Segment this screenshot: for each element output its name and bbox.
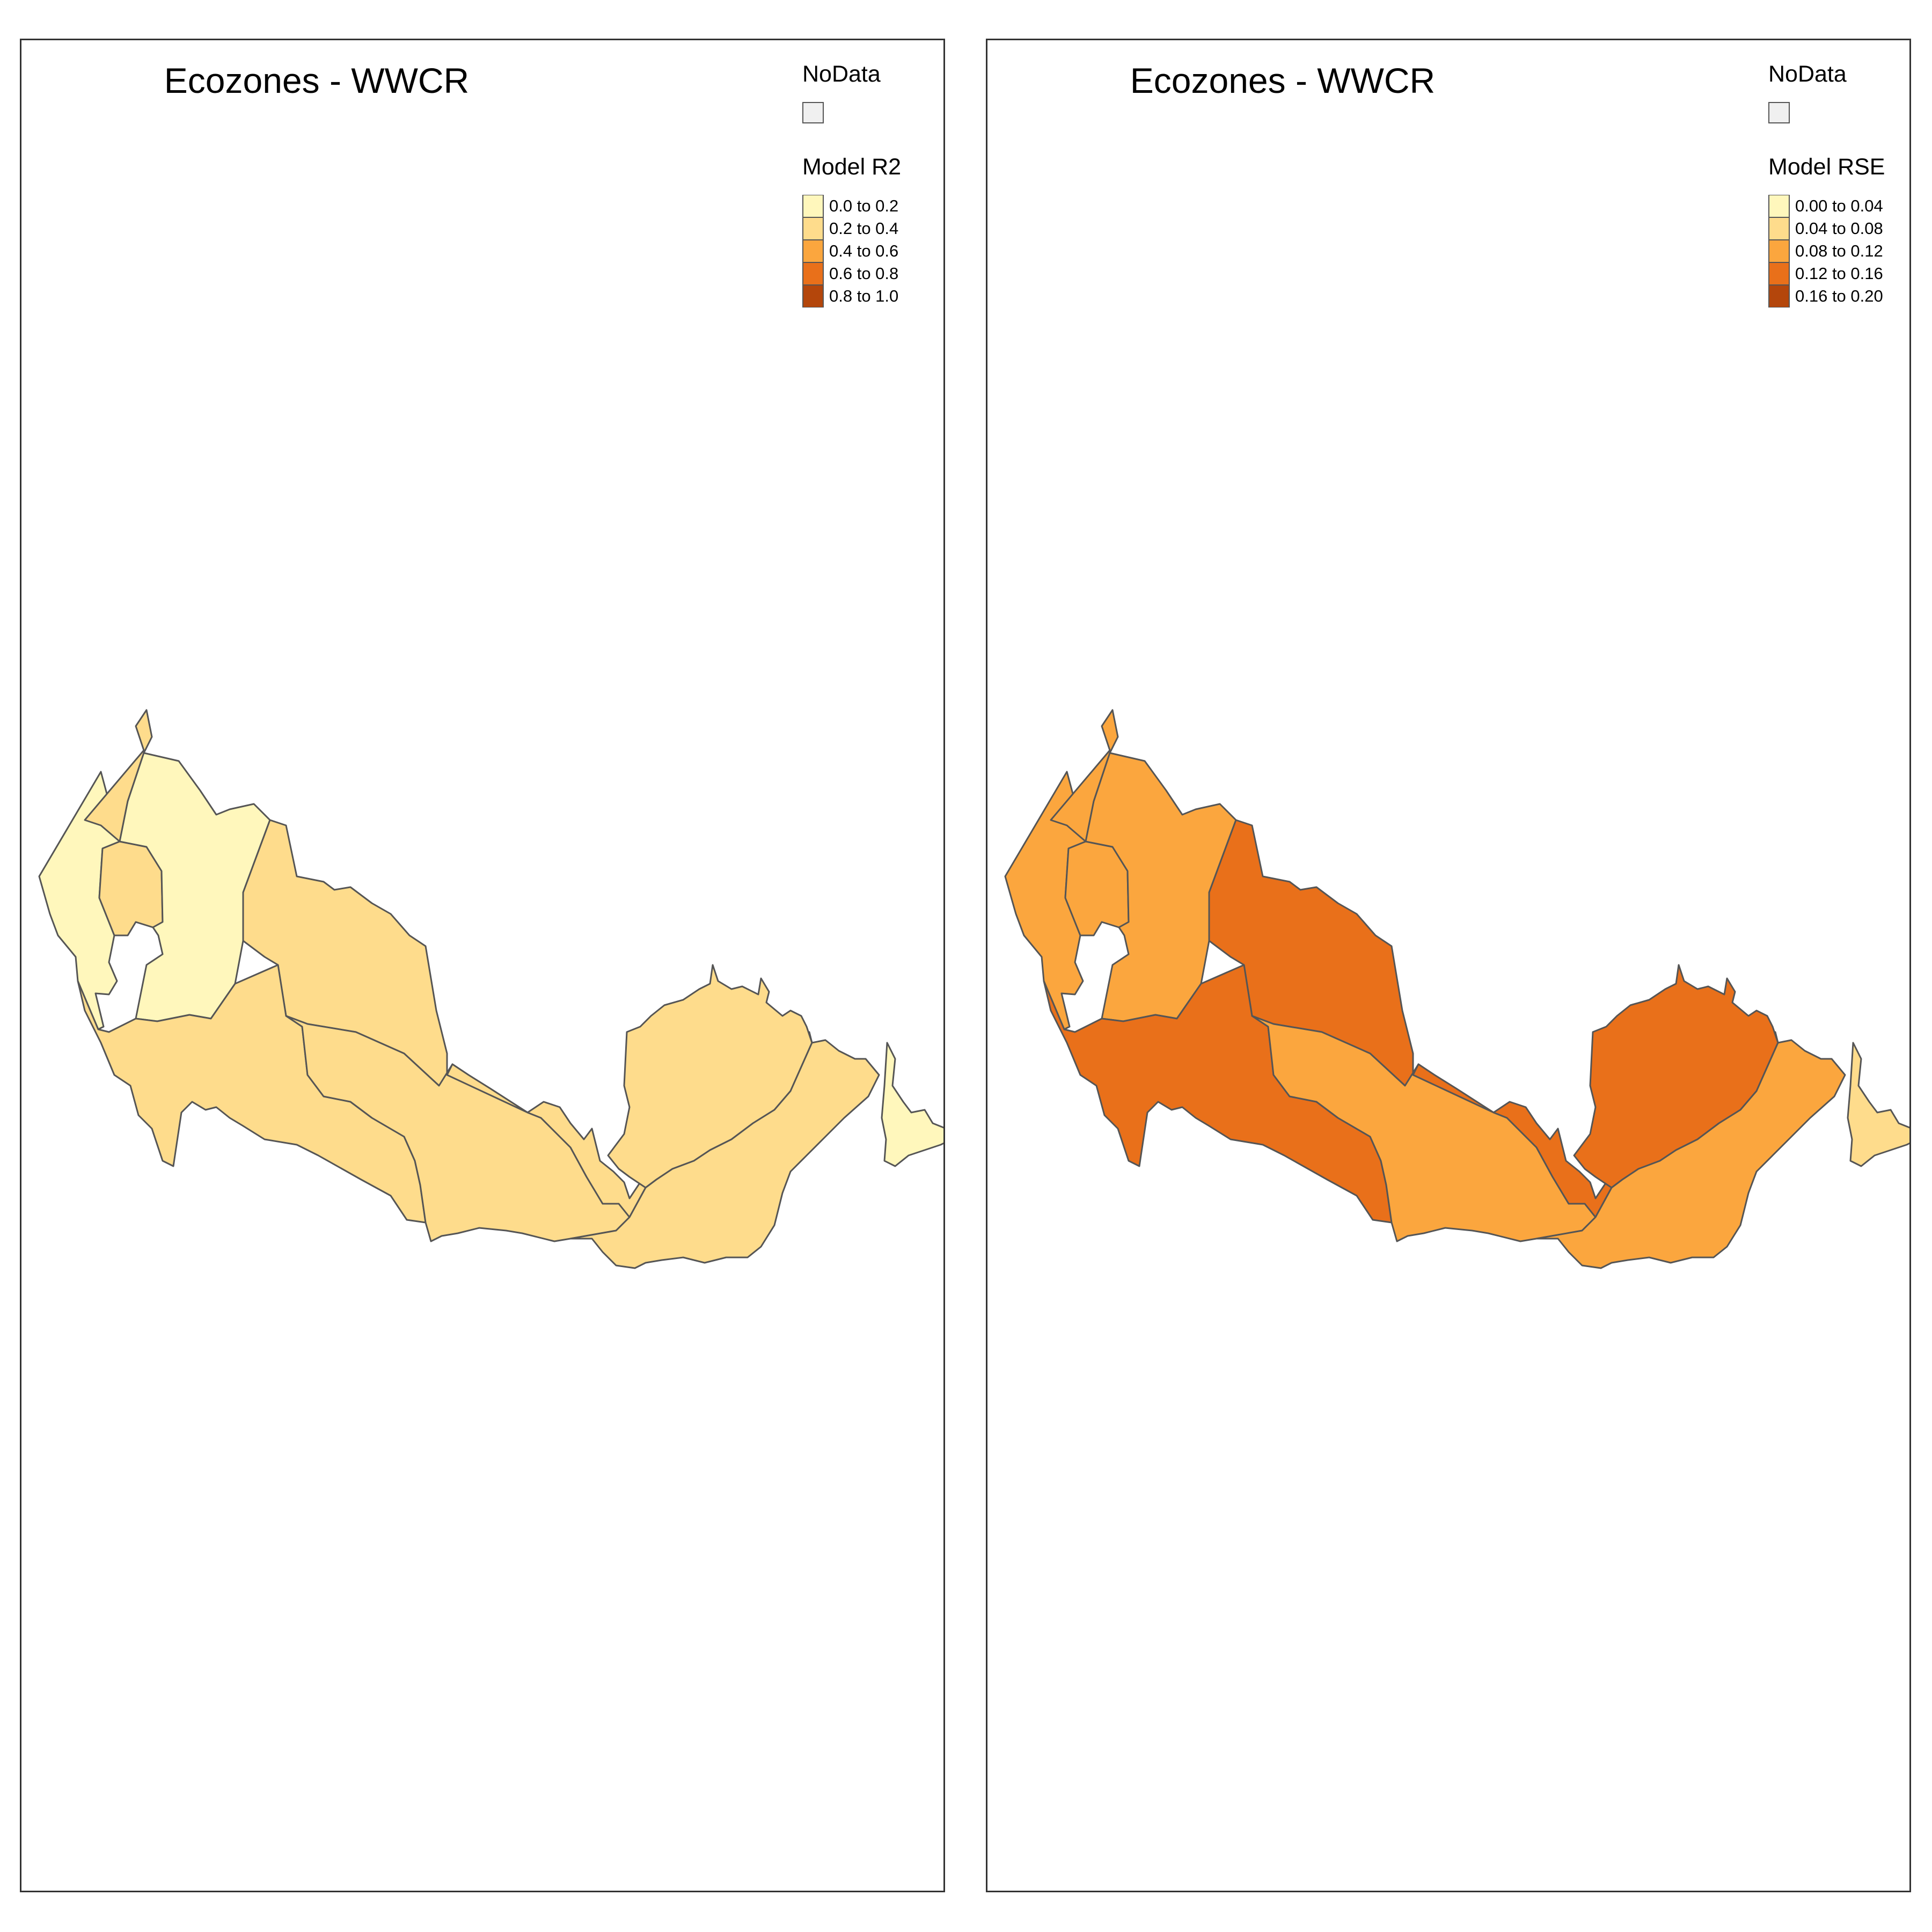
legend-class-label: 0.6 to 0.8 <box>829 264 899 283</box>
legend-swatch <box>802 195 824 217</box>
region-central-north <box>242 819 448 1087</box>
legend-classes: 0.0 to 0.2 0.2 to 0.4 0.4 to 0.6 0.6 to … <box>802 195 901 308</box>
legend-swatch <box>1768 217 1790 240</box>
legend-class: 0.2 to 0.4 <box>802 217 901 240</box>
ecozone-regions <box>38 709 943 1269</box>
map-title: Ecozones - WWCR <box>1130 61 1436 100</box>
legend-class: 0.4 to 0.6 <box>802 240 901 262</box>
legend-swatch <box>802 240 824 262</box>
legend-class: 0.16 to 0.20 <box>1768 285 1885 308</box>
ecozone-map <box>1004 709 1909 1269</box>
legend-class: 0.0 to 0.2 <box>802 195 901 217</box>
legend-class: 0.6 to 0.8 <box>802 262 901 285</box>
map-title: Ecozones - WWCR <box>164 61 470 100</box>
region-east <box>607 964 813 1189</box>
legend-nodata-label: NoData <box>1768 61 1847 87</box>
ecozone-map <box>38 709 943 1269</box>
legend-swatch <box>1768 195 1790 217</box>
legend-class: 0.12 to 0.16 <box>1768 262 1885 285</box>
legend-swatch <box>802 262 824 285</box>
legend-class-label: 0.2 to 0.4 <box>829 219 899 238</box>
legend-class-label: 0.04 to 0.08 <box>1795 219 1883 238</box>
legend-classes: 0.00 to 0.04 0.04 to 0.08 0.08 to 0.12 0… <box>1768 195 1885 308</box>
legend-class-label: 0.00 to 0.04 <box>1795 196 1883 215</box>
region-northwest-strip <box>1050 709 1119 843</box>
region-central-north <box>1208 819 1414 1087</box>
legend-class-label: 0.08 to 0.12 <box>1795 241 1883 260</box>
legend-variable-label: Model R2 <box>802 154 902 180</box>
legend-class: 0.00 to 0.04 <box>1768 195 1885 217</box>
ecozone-regions <box>1004 709 1909 1269</box>
map-panel-rse: Ecozones - WWCR NoData Model RSE 0.00 to… <box>986 39 1911 1892</box>
legend-nodata-swatch <box>802 102 824 123</box>
legend-swatch <box>802 285 824 308</box>
legend-nodata-label: NoData <box>802 61 881 87</box>
legend-class: 0.04 to 0.08 <box>1768 217 1885 240</box>
region-east <box>1573 964 1779 1189</box>
legend-nodata-swatch <box>1768 102 1790 123</box>
legend-swatch <box>802 217 824 240</box>
legend-class-label: 0.8 to 1.0 <box>829 287 899 305</box>
legend: NoData Model R2 0.0 to 0.2 0.2 to 0.4 0.… <box>802 63 901 308</box>
legend-variable-label: Model RSE <box>1768 154 1885 180</box>
region-newfoundland <box>881 1042 943 1167</box>
legend-class-label: 0.0 to 0.2 <box>829 196 899 215</box>
region-southwest <box>77 964 427 1224</box>
legend-class: 0.08 to 0.12 <box>1768 240 1885 262</box>
legend-class-label: 0.4 to 0.6 <box>829 241 899 260</box>
legend-swatch <box>1768 285 1790 308</box>
legend-swatch <box>1768 240 1790 262</box>
region-northwest-strip <box>84 709 153 843</box>
region-southeast <box>1535 1039 1846 1269</box>
legend: NoData Model RSE 0.00 to 0.04 0.04 to 0.… <box>1768 63 1885 308</box>
region-southwest <box>1043 964 1393 1224</box>
region-newfoundland <box>1847 1042 1909 1167</box>
legend-class: 0.8 to 1.0 <box>802 285 901 308</box>
region-southeast <box>569 1039 880 1269</box>
legend-class-label: 0.12 to 0.16 <box>1795 264 1883 283</box>
map-panel-r2: Ecozones - WWCR NoData Model R2 0.0 to 0… <box>20 39 945 1892</box>
legend-class-label: 0.16 to 0.20 <box>1795 287 1883 305</box>
legend-swatch <box>1768 262 1790 285</box>
